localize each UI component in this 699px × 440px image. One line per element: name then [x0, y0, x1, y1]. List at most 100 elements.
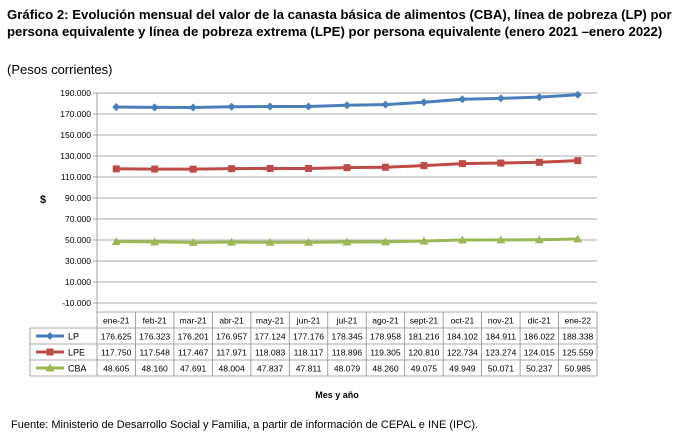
data-label: 47.811: [296, 364, 322, 374]
data-label: 118.117: [294, 348, 324, 358]
x-tick-label: dic-21: [528, 316, 551, 326]
chart-title: Gráfico 2: Evolución mensual del valor d…: [7, 7, 672, 39]
y-tick-label: -10.000: [62, 298, 91, 308]
y-tick-label: 130.000: [60, 151, 91, 161]
data-label: 49.075: [411, 364, 438, 374]
data-label: 118.896: [332, 348, 363, 358]
point-cba: [496, 235, 506, 244]
y-axis: 190.000 170.000 150.000 130.000 110.000 90.00…: [60, 88, 98, 308]
data-label: 48.160: [142, 364, 169, 374]
point-lp: [227, 102, 236, 111]
data-label: 117.750: [101, 348, 132, 358]
point-lp: [304, 102, 313, 111]
point-lpe: [228, 165, 236, 173]
legend-label: LPE: [68, 348, 85, 358]
point-lpe: [151, 165, 159, 173]
legend-label: CBA: [68, 364, 87, 374]
data-label: 177.176: [293, 332, 324, 342]
data-label: 47.691: [180, 364, 207, 374]
data-label: 118.083: [255, 348, 286, 358]
data-label: 186.022: [524, 332, 555, 342]
point-lpe: [112, 165, 120, 173]
data-label: 49.949: [449, 364, 476, 374]
data-label: 47.837: [257, 364, 284, 374]
point-lpe: [458, 160, 466, 168]
data-label: 117.467: [178, 348, 209, 358]
data-label: 178.958: [370, 332, 401, 342]
y-tick-label: 170.000: [60, 109, 91, 119]
data-label: 48.260: [372, 364, 399, 374]
point-lpe: [535, 158, 543, 166]
data-label: 181.216: [408, 332, 439, 342]
data-label: 119.305: [370, 348, 401, 358]
x-tick-label: jun-21: [296, 316, 321, 326]
point-lp: [419, 98, 428, 107]
point-lp: [496, 94, 505, 103]
y-tick-label: 190.000: [60, 88, 91, 98]
x-tick-label: feb-21: [143, 316, 167, 326]
x-tick-label: nov-21: [488, 316, 514, 326]
x-tick-label: jul-21: [336, 316, 358, 326]
data-label: 184.102: [447, 332, 478, 342]
source-note: Fuente: Ministerio de Desarrollo Social …: [11, 419, 479, 431]
chart-subtitle: (Pesos corrientes): [7, 62, 113, 77]
point-lp: [112, 103, 121, 112]
point-lpe: [189, 165, 197, 173]
point-cba: [188, 237, 198, 246]
point-lp: [458, 95, 467, 104]
x-tick-label: may-21: [256, 316, 285, 326]
point-cba: [342, 237, 352, 246]
y-tick-label: 110.000: [61, 172, 91, 182]
point-cba: [419, 236, 429, 245]
data-label: 188.338: [562, 332, 593, 342]
data-label: 48.004: [218, 364, 245, 374]
data-label: 178.345: [331, 332, 362, 342]
data-label: 50.071: [488, 364, 515, 374]
point-lp: [266, 102, 275, 111]
point-lp: [150, 103, 159, 112]
x-tick-label: oct-21: [451, 316, 475, 326]
data-label: 117.971: [216, 348, 247, 358]
point-lp: [573, 90, 582, 99]
data-label: 176.625: [101, 332, 132, 342]
legend-marker: [46, 348, 54, 356]
data-label: 176.201: [178, 332, 209, 342]
point-cba: [150, 237, 160, 246]
x-tick-label: ago-21: [372, 316, 399, 326]
data-label: 123.274: [485, 348, 516, 358]
data-label: 122.734: [447, 348, 478, 358]
point-cba: [457, 235, 467, 244]
point-cba: [304, 237, 314, 246]
x-tick-label: ene-21: [103, 316, 130, 326]
series-lines: [111, 90, 583, 246]
point-lpe: [497, 159, 505, 167]
data-label: 50.985: [565, 364, 592, 374]
y-axis-label: $: [40, 194, 46, 206]
data-label: 50.237: [526, 364, 553, 374]
point-lp: [343, 101, 351, 110]
point-lp: [535, 93, 544, 102]
x-tick-label: ene-22: [565, 316, 592, 326]
y-tick-label: 30.000: [65, 256, 91, 266]
legend-label: LP: [68, 332, 79, 342]
point-lpe: [420, 162, 428, 170]
gridlines: [97, 92, 597, 304]
point-cba: [380, 237, 390, 246]
legend-marker: [46, 332, 54, 340]
point-lpe: [574, 157, 582, 165]
point-cba: [573, 234, 583, 243]
y-tick-label: 70.000: [65, 214, 91, 224]
point-lpe: [305, 164, 313, 172]
data-label: 176.957: [216, 332, 247, 342]
data-label: 184.911: [486, 332, 517, 342]
data-label: 48.079: [334, 364, 361, 374]
point-lpe: [266, 165, 274, 173]
x-tick-label: abr-21: [219, 316, 244, 326]
point-lp: [189, 103, 198, 112]
point-cba: [227, 237, 237, 246]
data-label: 120.810: [408, 348, 439, 358]
y-tick-label: 150.000: [60, 130, 91, 140]
data-label: 176.323: [139, 332, 170, 342]
y-tick-label: 90.000: [65, 193, 91, 203]
data-label: 124.015: [524, 348, 555, 358]
